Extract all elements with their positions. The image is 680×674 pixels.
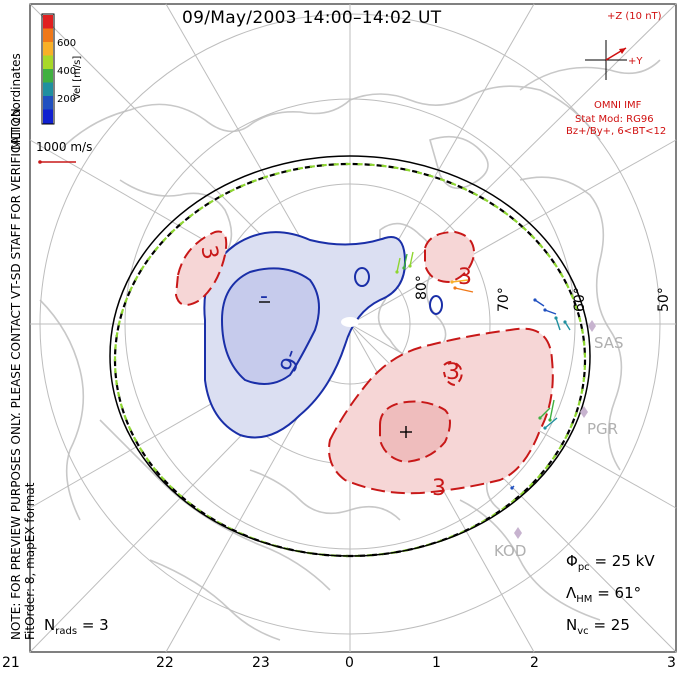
phi-pc-stat: Φpc = 25 kV xyxy=(566,552,655,573)
contour-label-neg-center: - xyxy=(260,284,268,309)
contour-label-pos3-outer: 3 xyxy=(432,476,446,501)
n-rads-stat: Nrads = 3 xyxy=(44,616,109,637)
lambda-hm-value: = 61° xyxy=(597,584,642,602)
imf-z-label: +Z (10 nT) xyxy=(607,11,662,22)
preview-note: NOTE: FOR PREVIEW PURPOSES ONLY. PLEASE … xyxy=(9,104,23,640)
lambda-hm-stat: ΛHM = 61° xyxy=(566,584,641,605)
lambda-hm-symbol: Λ xyxy=(566,584,577,602)
imf-clock xyxy=(585,40,627,80)
mlt-label-0: 0 xyxy=(345,655,354,671)
n-vc-sub: vc xyxy=(577,626,589,637)
phi-pc-sub: pc xyxy=(577,562,590,573)
station-marker-sas xyxy=(588,320,596,332)
imf-condition: Bz+/By+, 6<BT<12 xyxy=(566,126,667,137)
mlt-label-3: 3 xyxy=(667,655,676,671)
pole-marker xyxy=(341,317,359,327)
lambda-hm-sub: HM xyxy=(576,594,593,605)
mlt-label-1: 1 xyxy=(432,655,441,671)
lat-label-80: 80° xyxy=(414,275,430,300)
mlt-label-21: 21 xyxy=(2,655,20,671)
velocity-vectors xyxy=(395,251,571,490)
stat-model: Stat Mod: RG96 xyxy=(575,114,654,125)
lat-label-60: 60° xyxy=(572,287,588,312)
colorbar-swatch xyxy=(43,55,53,70)
colorbar-swatch xyxy=(43,28,53,43)
n-rads-value: = 3 xyxy=(81,616,109,634)
station-sas: SAS xyxy=(594,334,624,352)
positive-cell xyxy=(174,230,554,495)
colorbar-swatch xyxy=(43,69,53,83)
vector-scale-dot xyxy=(38,160,42,164)
station-kod: KOD xyxy=(494,542,527,560)
colorbar-tick-600: 600 xyxy=(57,38,77,49)
lat-label-70: 70° xyxy=(496,287,512,312)
station-markers xyxy=(514,320,596,539)
fit-order-note: FitOrder: 8, mapEX format xyxy=(23,482,37,640)
n-rads-sub: rads xyxy=(55,626,78,637)
map-title: 09/May/2003 14:00–14:02 UT xyxy=(182,8,442,28)
contour-label-pos3-inner: 3 xyxy=(446,360,460,385)
negative-cell xyxy=(203,231,443,439)
colorbar-swatch xyxy=(43,15,53,29)
station-pgr: PGR xyxy=(587,420,619,438)
colorbar-swatch xyxy=(43,42,53,56)
mlt-label-22: 22 xyxy=(156,655,174,671)
colorbar-tick-200: 200 xyxy=(57,94,77,105)
n-vc-stat: Nvc = 25 xyxy=(566,616,630,637)
vector-scale-label: 1000 m/s xyxy=(36,140,93,154)
station-marker-pgr xyxy=(580,406,588,418)
colorbar-swatch xyxy=(43,96,53,110)
colorbar xyxy=(41,13,55,125)
mlt-label-23: 23 xyxy=(252,655,270,671)
mlt-label-2: 2 xyxy=(530,655,539,671)
lat-label-50: 50° xyxy=(656,287,672,312)
phi-pc-symbol: Φ xyxy=(566,552,578,570)
phi-pc-value: = 25 kV xyxy=(594,552,655,570)
colorbar-swatch xyxy=(43,109,53,124)
imf-source: OMNI IMF xyxy=(594,100,642,111)
n-rads-symbol: N xyxy=(44,616,56,634)
n-vc-symbol: N xyxy=(566,616,578,634)
n-vc-value: = 25 xyxy=(593,616,630,634)
station-marker-kod xyxy=(514,527,522,539)
outer-circle xyxy=(109,155,591,557)
imf-y-label: +Y xyxy=(628,56,643,67)
colorbar-swatch xyxy=(43,82,53,97)
contour-label-pos3-morning: 3 xyxy=(458,265,472,290)
colorbar-tick-400: 400 xyxy=(57,66,77,77)
